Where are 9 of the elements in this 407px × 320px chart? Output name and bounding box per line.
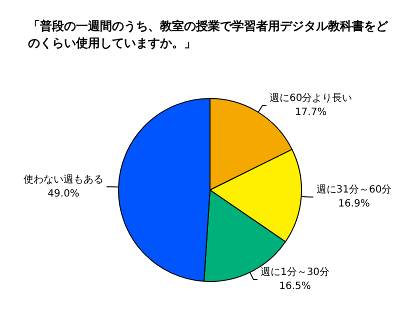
data-label: 16.5% <box>279 281 311 292</box>
data-label: 17.7% <box>294 107 327 118</box>
data-label: 16.9% <box>338 198 370 210</box>
slice-label: 週に1分～30分 <box>260 266 330 278</box>
data-label: 49.0% <box>48 188 80 200</box>
chart-title: 「普段の一週間のうち、教室の授業で学習者用デジタル教科書をどのくらい使用していますか。」 <box>27 18 390 52</box>
slice-label: 使わない週もある <box>24 174 104 186</box>
slice-label: 週に31分～60分 <box>316 184 392 196</box>
slice-label: 週に60分より長い <box>269 92 352 104</box>
